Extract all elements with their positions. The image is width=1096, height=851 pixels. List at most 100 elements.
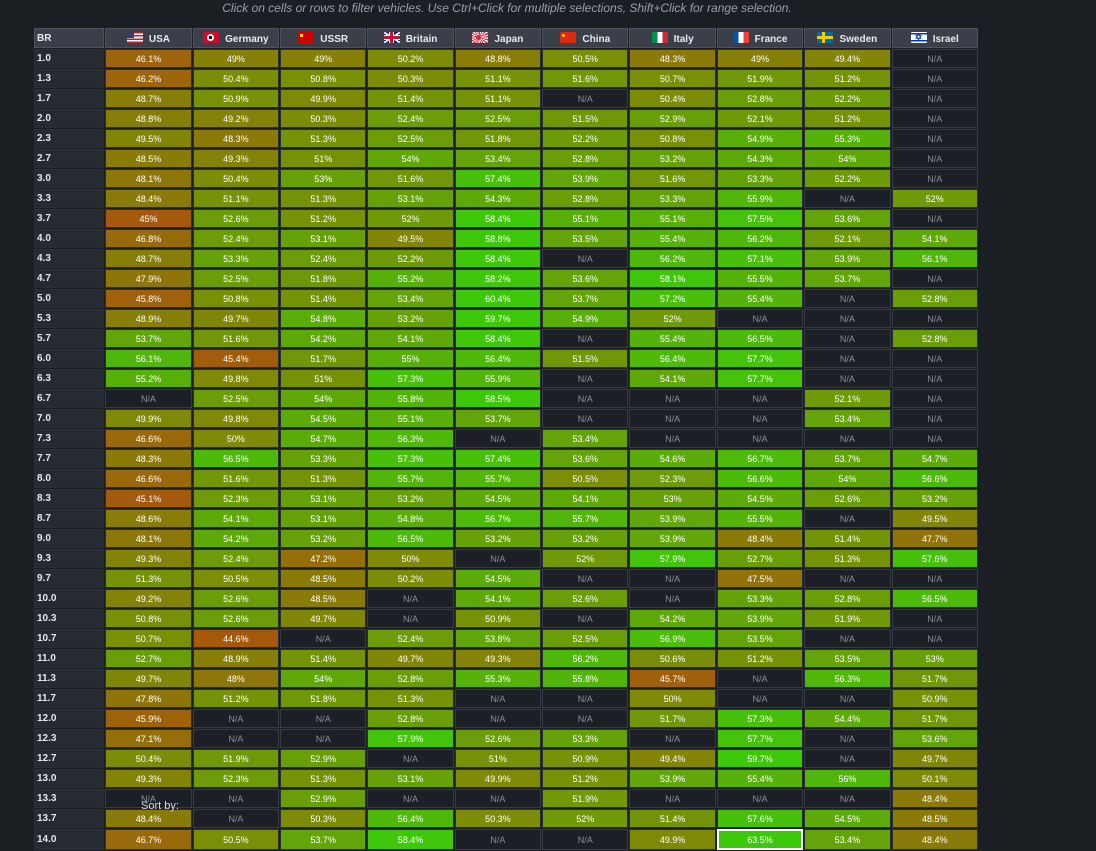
winrate-cell[interactable]: 50.3% [280,809,367,828]
winrate-cell[interactable]: 50.5% [542,469,629,488]
winrate-cell[interactable]: 55.3% [804,129,891,148]
winrate-cell[interactable]: 56.6% [891,469,978,488]
winrate-cell[interactable]: 50.4% [192,169,280,188]
winrate-cell[interactable]: N/A [891,629,978,648]
winrate-cell[interactable]: N/A [891,429,978,448]
table-row[interactable]: 11.3 49.7% 48% 54% 52.8% 55.3% 55.8% 45.7% N/A 56… [34,669,978,688]
winrate-cell[interactable]: 55.4% [629,329,716,348]
winrate-cell[interactable]: 56.4% [367,809,454,828]
winrate-cell[interactable]: 54.9% [716,129,804,148]
table-row[interactable]: 4.0 46.8% 52.4% 53.1% 49.5% 58.8% 53.5% 55.4% 56… [34,229,978,248]
br-row-label[interactable]: 3.7 [34,209,105,228]
winrate-cell[interactable]: 58.8% [454,229,542,248]
winrate-cell[interactable]: 50.3% [454,809,542,828]
winrate-cell[interactable]: 51.3% [367,689,454,708]
winrate-cell[interactable]: 55.2% [367,269,454,288]
winrate-cell[interactable]: N/A [716,689,804,708]
winrate-cell[interactable]: 53.6% [804,209,891,228]
winrate-cell[interactable]: 53.8% [454,629,542,648]
winrate-cell[interactable]: 47.1% [105,729,192,748]
winrate-cell[interactable]: 51.5% [542,109,629,128]
winrate-cell[interactable]: 55.1% [542,209,629,228]
winrate-cell[interactable]: 51.3% [280,129,367,148]
table-row[interactable]: 3.3 48.4% 51.1% 51.3% 53.1% 54.3% 52.8% 53.3% 55… [34,189,978,208]
table-row[interactable]: 7.3 46.6% 50% 54.7% 56.3% N/A 53.4% N/A N/A N/A N/… [34,429,978,448]
winrate-cell[interactable]: N/A [542,249,629,268]
winrate-cell[interactable]: 49.4% [804,49,891,68]
winrate-cell[interactable]: 50.9% [192,89,280,108]
winrate-cell[interactable]: 53.1% [280,509,367,528]
winrate-cell[interactable]: 52.1% [804,389,891,408]
winrate-cell[interactable]: 52.8% [542,189,629,208]
winrate-cell[interactable]: 53.3% [716,169,804,188]
winrate-cell[interactable]: 58.4% [367,829,454,850]
winrate-cell[interactable]: 47.7% [891,529,978,548]
winrate-cell[interactable]: 49.7% [280,609,367,628]
br-row-label[interactable]: 11.3 [34,669,105,688]
winrate-cell[interactable]: 57.6% [716,809,804,828]
table-row[interactable]: 6.7 N/A 52.5% 54% 55.8% 58.5% N/A N/A N/A 52.1% N/… [34,389,978,408]
winrate-cell[interactable]: 46.1% [105,49,192,68]
winrate-cell[interactable]: 55.7% [367,469,454,488]
br-column-header[interactable]: BR [34,28,105,48]
winrate-cell[interactable]: N/A [192,809,280,828]
winrate-cell[interactable]: 54.1% [891,229,978,248]
winrate-cell[interactable]: 53.2% [629,149,716,168]
br-row-label[interactable]: 5.0 [34,289,105,308]
winrate-cell[interactable]: 53.7% [280,829,367,850]
winrate-cell[interactable]: N/A [454,829,542,850]
winrate-cell[interactable]: 52.4% [192,549,280,568]
br-row-label[interactable]: 12.0 [34,709,105,728]
winrate-cell[interactable]: 53.4% [804,829,891,850]
winrate-cell[interactable]: N/A [804,629,891,648]
winrate-cell[interactable]: 53.9% [542,169,629,188]
winrate-cell[interactable]: 50.2% [367,569,454,588]
br-row-label[interactable]: 4.3 [34,249,105,268]
nation-header-britain[interactable]: Britain [367,28,454,48]
winrate-cell[interactable]: 50.1% [891,769,978,788]
nation-header-sweden[interactable]: Sweden [804,28,891,48]
table-row[interactable]: 9.7 51.3% 50.5% 48.5% 50.2% 54.5% N/A N/A 47.5% N… [34,569,978,588]
winrate-cell[interactable]: 46.6% [105,469,192,488]
winrate-cell[interactable]: 54.7% [891,449,978,468]
table-row[interactable]: 8.7 48.6% 54.1% 53.1% 54.8% 56.7% 55.7% 53.9% 55… [34,509,978,528]
winrate-cell[interactable]: 51.7% [280,349,367,368]
winrate-cell[interactable]: 51.6% [542,69,629,88]
table-row[interactable]: 8.0 46.6% 51.6% 51.3% 55.7% 55.7% 50.5% 52.3% 56… [34,469,978,488]
table-row[interactable]: 13.0 49.3% 52.3% 51.3% 53.1% 49.9% 51.2% 53.9% 5… [34,769,978,788]
winrate-cell[interactable]: 56% [804,769,891,788]
winrate-cell[interactable]: N/A [891,149,978,168]
winrate-cell[interactable]: N/A [367,609,454,628]
br-row-label[interactable]: 13.3 [34,789,105,808]
br-row-label[interactable]: 9.7 [34,569,105,588]
winrate-cell[interactable]: 53.4% [367,289,454,308]
winrate-cell[interactable]: 48.7% [105,89,192,108]
winrate-cell[interactable]: 52.6% [192,609,280,628]
winrate-cell[interactable]: 52.3% [192,769,280,788]
winrate-cell[interactable]: 55.7% [454,469,542,488]
winrate-cell[interactable]: 53% [629,489,716,508]
winrate-cell[interactable]: 53.3% [192,249,280,268]
winrate-cell[interactable]: 56.5% [891,589,978,608]
winrate-cell[interactable]: 49.5% [891,509,978,528]
winrate-cell[interactable]: 50.8% [105,609,192,628]
winrate-cell[interactable]: N/A [804,369,891,388]
winrate-cell[interactable]: 52.5% [192,269,280,288]
winrate-cell[interactable]: 52.3% [192,489,280,508]
winrate-cell[interactable]: 57.4% [454,449,542,468]
winrate-cell[interactable]: 49.9% [454,769,542,788]
winrate-cell[interactable]: 51.6% [629,169,716,188]
winrate-cell[interactable]: 56.7% [716,449,804,468]
winrate-cell[interactable]: 55.1% [367,409,454,428]
winrate-cell[interactable]: 54.6% [629,449,716,468]
br-row-label[interactable]: 5.7 [34,329,105,348]
br-row-label[interactable]: 7.7 [34,449,105,468]
winrate-cell[interactable]: 51.8% [454,129,542,148]
winrate-cell[interactable]: 51.8% [280,689,367,708]
winrate-cell[interactable]: N/A [891,209,978,228]
winrate-cell[interactable]: 52.9% [280,749,367,768]
winrate-cell[interactable]: 57.4% [454,169,542,188]
winrate-cell[interactable]: 45.4% [192,349,280,368]
winrate-cell[interactable]: 59.7% [454,309,542,328]
winrate-cell[interactable]: 53.2% [280,529,367,548]
